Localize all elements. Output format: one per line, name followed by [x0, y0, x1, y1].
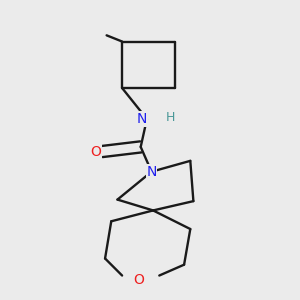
- Text: H: H: [166, 111, 175, 124]
- Text: N: N: [137, 112, 147, 126]
- Text: O: O: [134, 273, 145, 287]
- Text: O: O: [90, 145, 101, 158]
- Text: N: N: [146, 165, 157, 179]
